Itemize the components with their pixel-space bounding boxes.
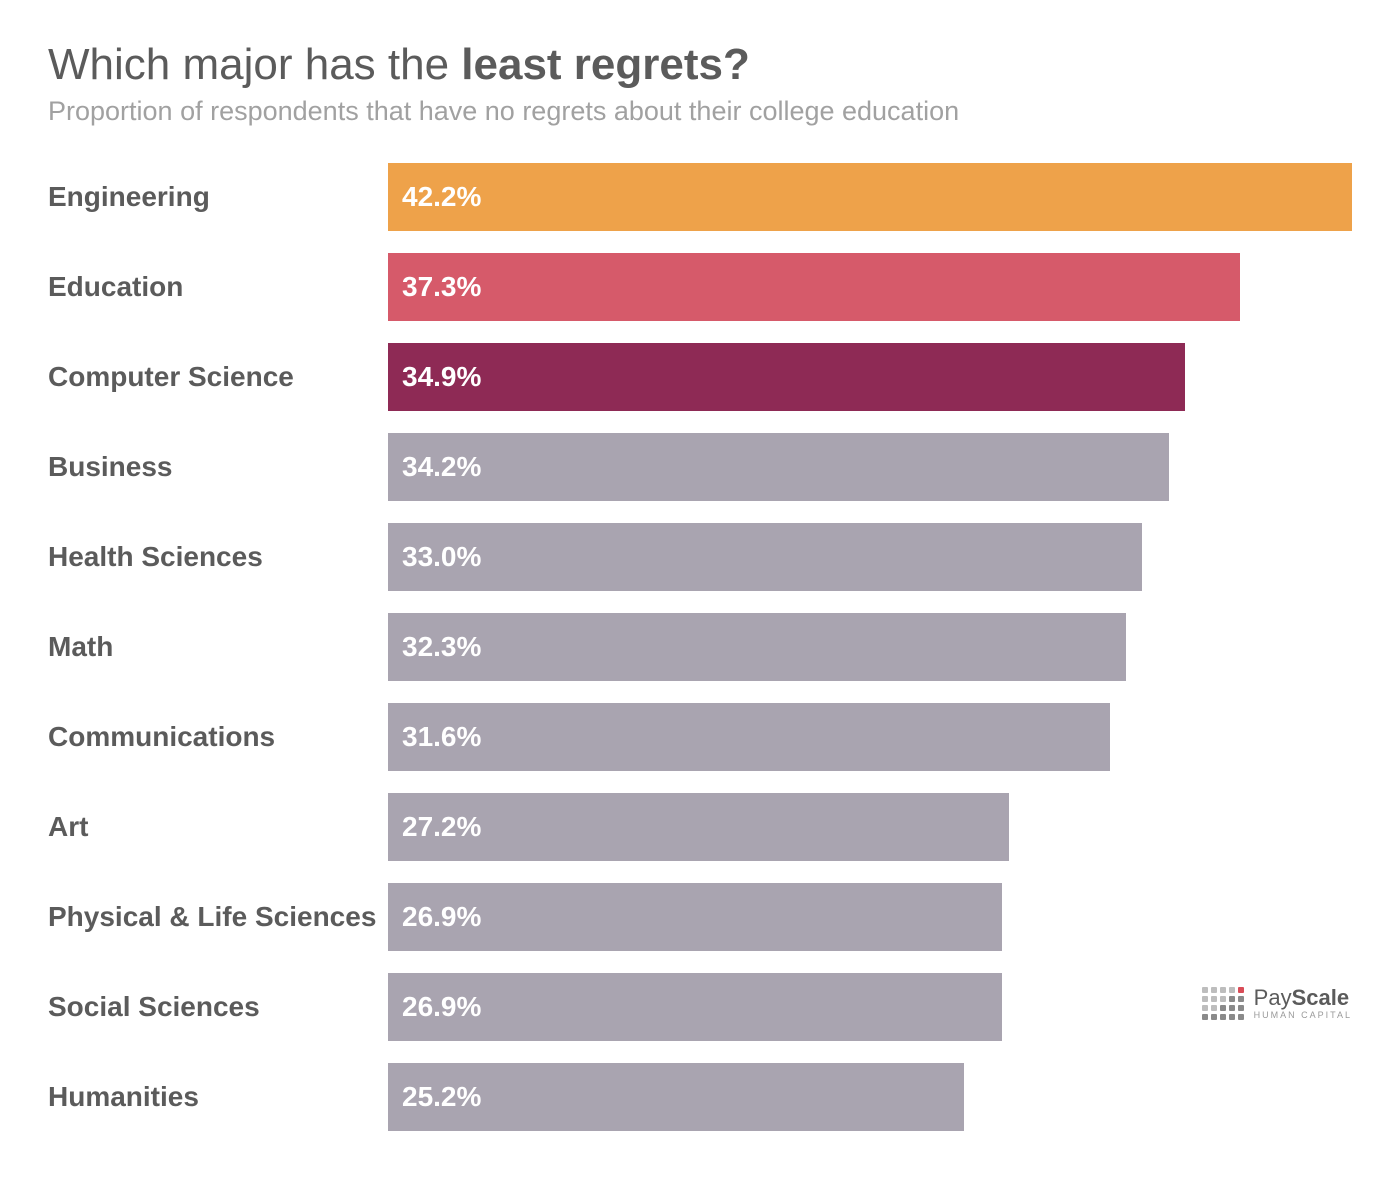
bar-fill: 32.3% — [388, 613, 1126, 681]
bar-fill: 34.9% — [388, 343, 1185, 411]
brand-tagline: HUMAN CAPITAL — [1254, 1011, 1352, 1020]
chart-subtitle: Proportion of respondents that have no r… — [48, 96, 1352, 127]
bar-value: 37.3% — [402, 271, 481, 303]
bar-label: Education — [48, 271, 388, 303]
bar-track: 25.2% — [388, 1063, 1352, 1131]
bar-row: Social Sciences 26.9% — [48, 973, 1352, 1041]
bar-track: 31.6% — [388, 703, 1352, 771]
bar-value: 26.9% — [402, 901, 481, 933]
bar-fill: 31.6% — [388, 703, 1110, 771]
bar-track: 26.9% — [388, 883, 1352, 951]
bar-label: Communications — [48, 721, 388, 753]
bar-label: Art — [48, 811, 388, 843]
bar-row: Business 34.2% — [48, 433, 1352, 501]
bar-row: Humanities 25.2% — [48, 1063, 1352, 1131]
branding-footer: PayScale HUMAN CAPITAL — [1202, 987, 1352, 1020]
brand-name-bold: Scale — [1292, 985, 1350, 1010]
bar-value: 32.3% — [402, 631, 481, 663]
bar-label: Business — [48, 451, 388, 483]
bar-label: Engineering — [48, 181, 388, 213]
bar-row: Engineering 42.2% — [48, 163, 1352, 231]
bar-row: Education 37.3% — [48, 253, 1352, 321]
bar-track: 27.2% — [388, 793, 1352, 861]
bar-value: 31.6% — [402, 721, 481, 753]
brand-name: PayScale — [1254, 987, 1352, 1009]
bar-label: Humanities — [48, 1081, 388, 1113]
title-prefix: Which major has the — [48, 40, 461, 89]
payscale-logo-icon — [1202, 987, 1244, 1020]
bar-label: Computer Science — [48, 361, 388, 393]
bar-fill: 42.2% — [388, 163, 1352, 231]
bar-row: Physical & Life Sciences 26.9% — [48, 883, 1352, 951]
bar-fill: 34.2% — [388, 433, 1169, 501]
bar-row: Math 32.3% — [48, 613, 1352, 681]
payscale-logo-text: PayScale HUMAN CAPITAL — [1254, 987, 1352, 1020]
chart-title: Which major has the least regrets? — [48, 40, 1352, 90]
bar-label: Physical & Life Sciences — [48, 901, 388, 933]
brand-name-light: Pay — [1254, 985, 1292, 1010]
bar-fill: 27.2% — [388, 793, 1009, 861]
bar-label: Social Sciences — [48, 991, 388, 1023]
bar-value: 42.2% — [402, 181, 481, 213]
title-bold: least regrets? — [461, 40, 750, 89]
chart-container: Which major has the least regrets? Propo… — [0, 0, 1400, 1163]
bar-fill: 26.9% — [388, 883, 1002, 951]
bar-value: 25.2% — [402, 1081, 481, 1113]
bar-label: Health Sciences — [48, 541, 388, 573]
bar-value: 33.0% — [402, 541, 481, 573]
bar-chart: Engineering 42.2% Education 37.3% Computer S… — [48, 163, 1352, 1131]
bar-value: 34.9% — [402, 361, 481, 393]
bar-row: Health Sciences 33.0% — [48, 523, 1352, 591]
bar-value: 34.2% — [402, 451, 481, 483]
bar-track: 34.9% — [388, 343, 1352, 411]
bar-fill: 37.3% — [388, 253, 1240, 321]
bar-label: Math — [48, 631, 388, 663]
bar-fill: 25.2% — [388, 1063, 964, 1131]
bar-track: 32.3% — [388, 613, 1352, 681]
bar-row: Communications 31.6% — [48, 703, 1352, 771]
bar-row: Computer Science 34.9% — [48, 343, 1352, 411]
bar-value: 26.9% — [402, 991, 481, 1023]
bar-track: 34.2% — [388, 433, 1352, 501]
bar-track: 37.3% — [388, 253, 1352, 321]
bar-value: 27.2% — [402, 811, 481, 843]
bar-row: Art 27.2% — [48, 793, 1352, 861]
bar-fill: 26.9% — [388, 973, 1002, 1041]
bar-track: 42.2% — [388, 163, 1352, 231]
bar-track: 33.0% — [388, 523, 1352, 591]
bar-fill: 33.0% — [388, 523, 1142, 591]
